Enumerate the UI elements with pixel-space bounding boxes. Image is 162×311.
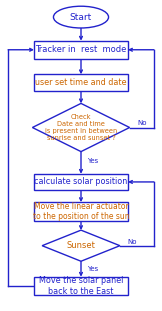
Polygon shape xyxy=(32,103,130,152)
Text: No: No xyxy=(138,120,147,127)
Text: Yes: Yes xyxy=(87,158,98,164)
Text: Tracker in  rest  mode: Tracker in rest mode xyxy=(35,45,127,54)
Text: Sunset: Sunset xyxy=(67,241,95,250)
FancyBboxPatch shape xyxy=(34,202,128,221)
Text: Yes: Yes xyxy=(87,266,98,272)
Polygon shape xyxy=(42,230,120,261)
Text: Move the linear actuator
to the position of the sun: Move the linear actuator to the position… xyxy=(33,202,129,221)
Text: No: No xyxy=(127,239,137,245)
Text: calculate solar position: calculate solar position xyxy=(34,178,128,186)
FancyBboxPatch shape xyxy=(34,41,128,59)
Ellipse shape xyxy=(53,6,109,28)
Text: Check
Date and time
is present in between
sunrise and sunset ?: Check Date and time is present in betwee… xyxy=(45,114,117,141)
Text: Move the solar panel
back to the East: Move the solar panel back to the East xyxy=(39,276,123,296)
Text: Start: Start xyxy=(70,13,92,21)
Text: user set time and date: user set time and date xyxy=(35,78,127,87)
FancyBboxPatch shape xyxy=(34,74,128,91)
FancyBboxPatch shape xyxy=(34,174,128,190)
FancyBboxPatch shape xyxy=(34,277,128,295)
